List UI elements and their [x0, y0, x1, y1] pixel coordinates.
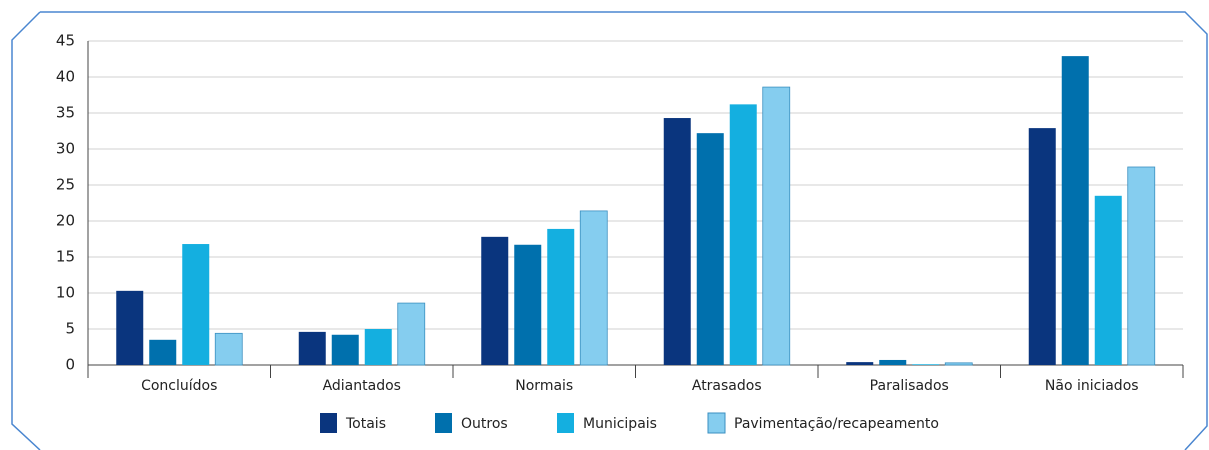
bar	[944, 362, 973, 366]
bar	[149, 339, 177, 365]
bar	[912, 364, 940, 365]
bar	[214, 332, 243, 366]
frame	[11, 11, 1208, 450]
bar	[514, 244, 542, 365]
legend-swatch	[320, 413, 337, 433]
y-tick-label: 40	[56, 68, 75, 86]
y-tick-label: 15	[56, 248, 75, 266]
legend-swatch	[435, 413, 452, 433]
y-tick-label: 0	[65, 356, 75, 374]
bar	[696, 133, 724, 365]
bar	[116, 290, 144, 365]
legend-swatch	[707, 412, 726, 434]
x-tick-label: Concluídos	[141, 378, 217, 394]
bar	[182, 244, 210, 365]
bar	[846, 362, 874, 365]
bar	[1127, 166, 1156, 366]
bar	[762, 86, 791, 366]
bar	[481, 236, 509, 365]
legend-label: Outros	[461, 416, 508, 432]
y-tick-label: 30	[56, 140, 75, 158]
bar	[397, 302, 426, 366]
legend-label: Municipais	[583, 416, 657, 432]
bar	[1094, 195, 1122, 365]
x-tick-label: Adiantados	[323, 378, 401, 394]
legend-label: Pavimentação/recapeamento	[734, 416, 939, 432]
bar	[1028, 128, 1056, 365]
y-tick-label: 10	[56, 284, 75, 302]
bar	[729, 104, 757, 366]
x-tick-label: Normais	[515, 378, 573, 394]
bar	[579, 210, 608, 366]
bar	[663, 118, 691, 365]
y-tick-label: 35	[56, 104, 75, 122]
x-tick-label: Paralisados	[870, 378, 949, 394]
y-tick-label: 25	[56, 176, 75, 194]
legend-swatch	[557, 413, 574, 433]
bar	[547, 228, 575, 365]
x-tick-label: Atrasados	[692, 378, 762, 394]
bar	[331, 334, 359, 365]
legend-label: Totais	[345, 416, 386, 432]
bar	[879, 359, 907, 365]
y-tick-label: 5	[65, 320, 75, 338]
x-tick-label: Não iniciados	[1045, 378, 1139, 394]
bar	[1061, 56, 1089, 366]
bar	[364, 329, 392, 365]
y-tick-label: 20	[56, 212, 75, 230]
y-tick-label: 45	[56, 32, 75, 50]
bar	[298, 331, 326, 365]
